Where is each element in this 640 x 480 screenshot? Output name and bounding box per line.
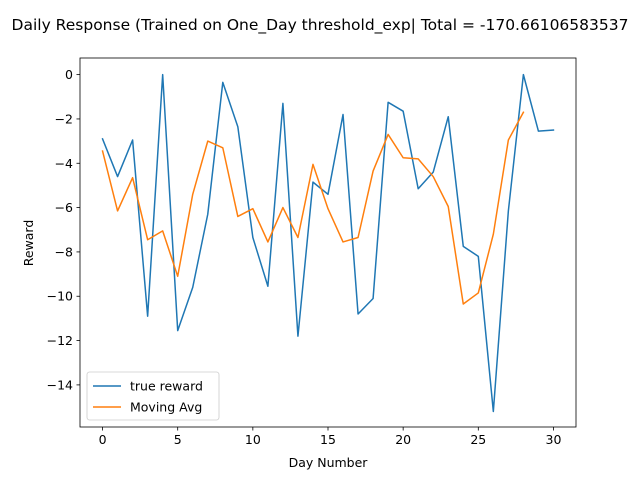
x-tick-label: 20 xyxy=(395,432,411,447)
legend-label: Moving Avg xyxy=(130,400,202,415)
x-tick-label: 15 xyxy=(320,432,336,447)
y-tick-label: 0 xyxy=(65,67,73,82)
plot-area xyxy=(80,58,576,427)
x-tick-label: 5 xyxy=(174,432,182,447)
y-tick-label: −8 xyxy=(55,244,73,259)
y-axis-label: Reward xyxy=(21,220,36,267)
chart-title: Daily Response (Trained on One_Day thres… xyxy=(12,16,629,35)
y-tick-label: −12 xyxy=(47,333,73,348)
series-line-true-reward xyxy=(101,73,555,413)
x-tick-label: 10 xyxy=(245,432,261,447)
legend-label: true reward xyxy=(130,379,203,394)
x-axis-label: Day Number xyxy=(289,455,369,470)
y-tick-label: −6 xyxy=(55,200,73,215)
y-tick-label: −2 xyxy=(55,111,73,126)
y-tick-label: −4 xyxy=(55,156,73,171)
legend: true reward Moving Avg xyxy=(86,371,220,421)
axes-layer: 0 5 10 15 20 25 30 0 −2 −4 −6 −8 −10 −12 −14 xyxy=(47,57,577,447)
x-tick-label: 25 xyxy=(470,432,486,447)
y-tick-label: −14 xyxy=(47,377,73,392)
x-tick-label: 0 xyxy=(99,432,107,447)
x-tick-label: 30 xyxy=(546,432,562,447)
legend-box xyxy=(86,371,220,421)
series-layer xyxy=(101,73,555,413)
y-tick-label: −10 xyxy=(47,289,73,304)
series-line-moving-avg xyxy=(101,111,525,305)
